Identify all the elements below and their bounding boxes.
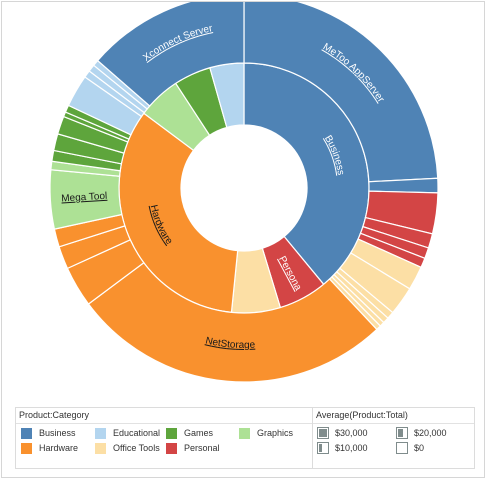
size-legend-swatch xyxy=(396,427,408,439)
legend-item-business[interactable]: Business xyxy=(21,427,76,439)
legend-swatch xyxy=(95,427,106,439)
size-legend-label: $0 xyxy=(414,443,425,453)
legend-swatch xyxy=(95,442,106,454)
size-legend-item-20-000: $20,000 xyxy=(396,427,447,439)
legend-label: Hardware xyxy=(39,443,79,453)
size-legend-label: $10,000 xyxy=(335,443,368,453)
size-legend-swatch xyxy=(317,427,329,439)
category-legend: Product:Category Business Educational Game… xyxy=(15,407,313,469)
legend-item-graphics[interactable]: Graphics xyxy=(239,427,293,439)
size-legend-title: Average(Product:Total) xyxy=(316,410,408,420)
size-legend-item-0: $0 xyxy=(396,442,424,454)
legend-swatch xyxy=(21,427,32,439)
legend-item-games[interactable]: Games xyxy=(166,427,213,439)
size-legend-swatch xyxy=(396,442,408,454)
size-legend: Average(Product:Total) $30,000 $20,000 $10… xyxy=(312,407,475,469)
size-legend-swatch xyxy=(317,442,329,454)
legend-label: Office Tools xyxy=(113,443,160,453)
legend-item-office-tools[interactable]: Office Tools xyxy=(95,442,160,454)
size-legend-item-10-000: $10,000 xyxy=(317,442,368,454)
label-mega-tool: Mega Tool xyxy=(61,191,108,205)
legend-label: Business xyxy=(39,428,76,438)
legend-item-educational[interactable]: Educational xyxy=(95,427,160,439)
outer-segment-xconnect-server[interactable] xyxy=(96,2,245,107)
legend-swatch xyxy=(239,427,250,439)
legend-item-hardware[interactable]: Hardware xyxy=(21,442,78,454)
legend-label: Graphics xyxy=(257,428,294,438)
size-legend-item-30-000: $30,000 xyxy=(317,427,368,439)
legend-swatch xyxy=(166,442,177,454)
legend-swatch xyxy=(166,427,177,439)
category-legend-title: Product:Category xyxy=(19,410,90,420)
legend-label: Educational xyxy=(113,428,161,438)
outer-segment-metoo-appserver[interactable] xyxy=(243,2,439,183)
sunburst-center-hole xyxy=(182,126,306,250)
legend-label: Games xyxy=(184,428,214,438)
legend-swatch xyxy=(21,442,32,454)
outer-segment-netstorage[interactable] xyxy=(87,261,378,383)
legend-label: Personal xyxy=(184,443,220,453)
size-legend-label: $30,000 xyxy=(335,428,368,438)
size-legend-label: $20,000 xyxy=(414,428,447,438)
legend-item-personal[interactable]: Personal xyxy=(166,442,220,454)
